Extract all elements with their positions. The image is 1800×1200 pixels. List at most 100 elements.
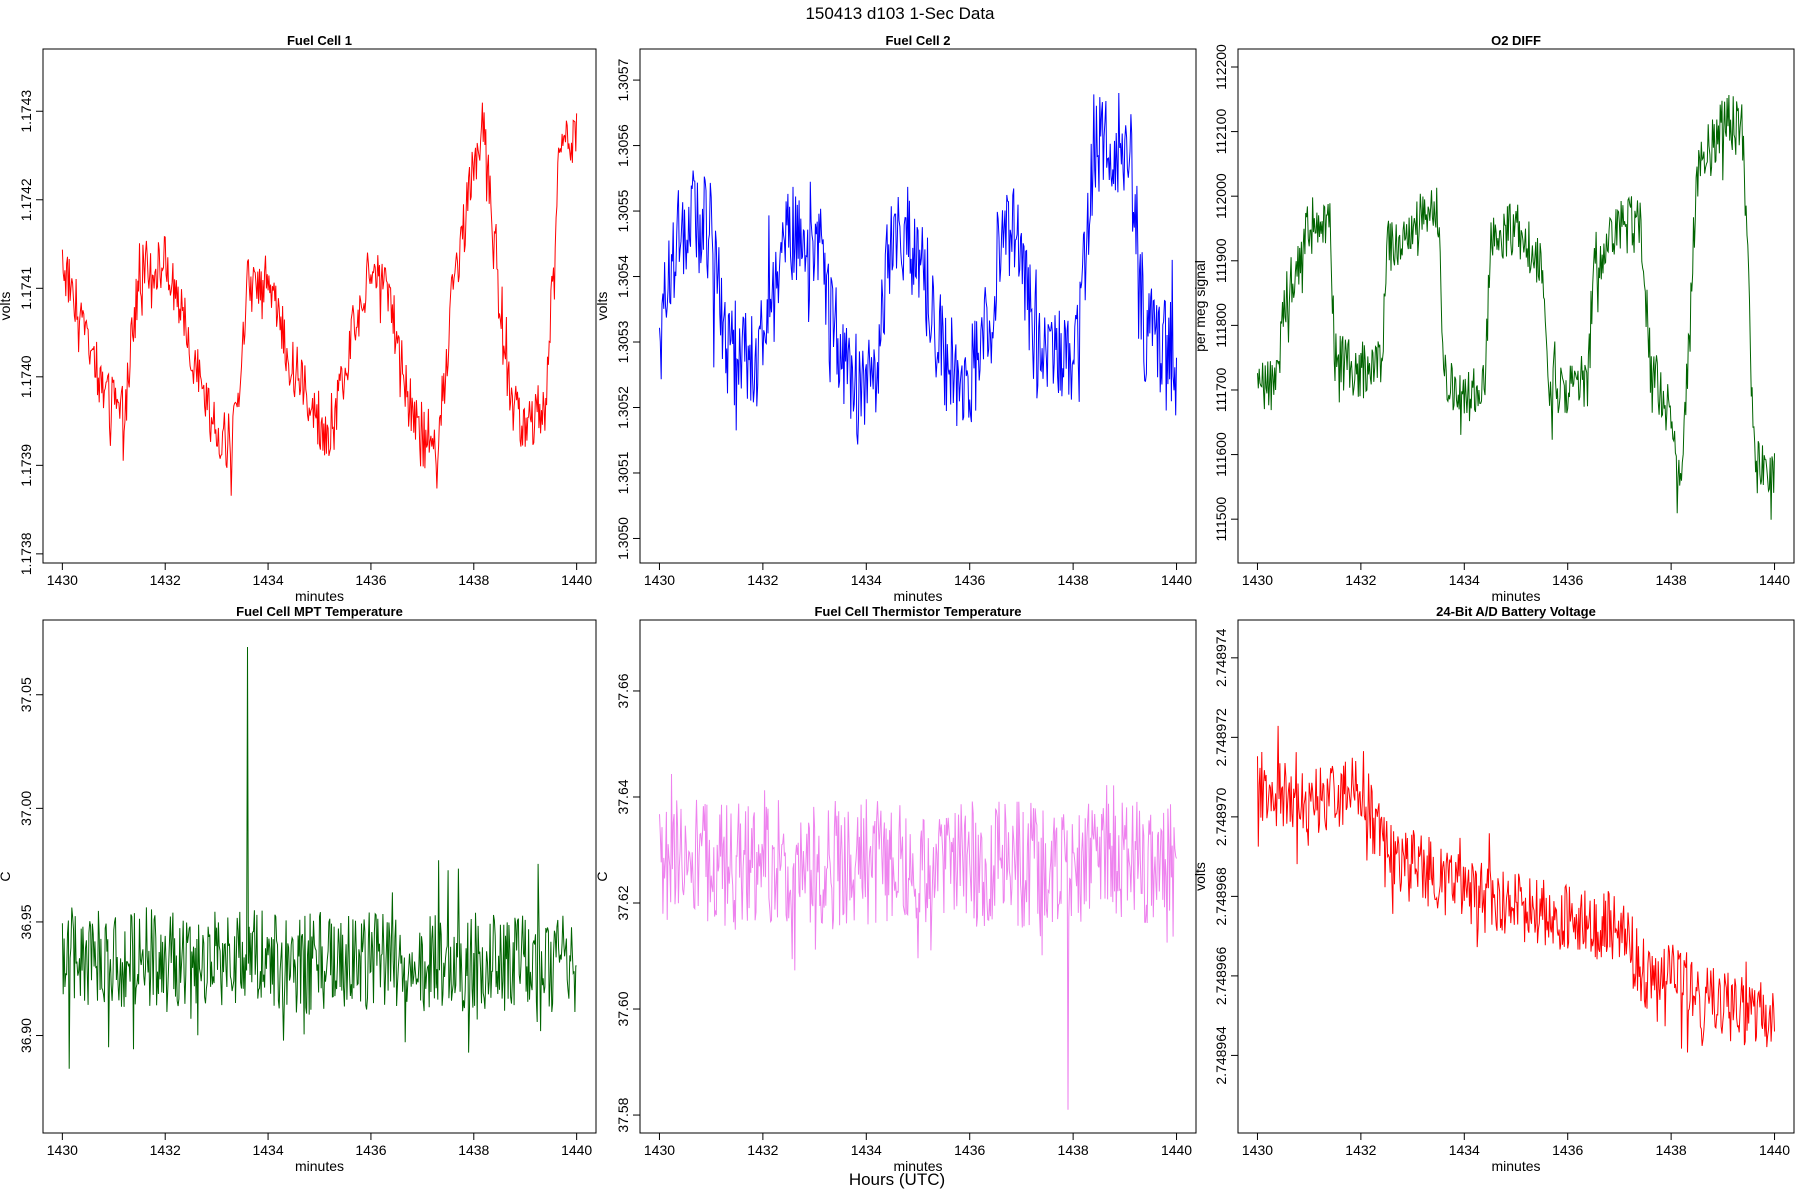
chart-panel-6: 24-Bit A/D Battery Voltage minutes volts 14…: [1192, 604, 1795, 1174]
y-tick-label: 112000: [1213, 173, 1229, 219]
x-tick-label: 1430: [1242, 572, 1273, 588]
y-tick-label: 1.3054: [615, 255, 631, 298]
x-tick-label: 1434: [851, 1142, 882, 1158]
chart-panel-2: Fuel Cell 2 minutes volts 1430 1432 1434 1436 1…: [594, 33, 1197, 604]
y-tick-label: 37.60: [615, 991, 631, 1026]
y-tick-label: 37.66: [615, 673, 631, 708]
plot-frame: [639, 48, 1197, 564]
y-tick-label: 112200: [1213, 44, 1229, 90]
x-tick-label: 1436: [355, 1142, 386, 1158]
x-tick-label: 1440: [1161, 1142, 1192, 1158]
x-tick-label: 1432: [150, 1142, 181, 1158]
x-tick-label: 1430: [644, 1142, 675, 1158]
x-tick-label: 1434: [1449, 1142, 1480, 1158]
figure-title: 150413 d103 1-Sec Data: [805, 4, 995, 23]
x-tick-label: 1438: [1656, 572, 1687, 588]
y-tick-label: 37.05: [18, 677, 34, 712]
y-axis-label: C: [0, 871, 13, 881]
chart-title: O2 DIFF: [1491, 33, 1541, 48]
y-tick-label: 1.3055: [615, 189, 631, 232]
y-tick-label: 1.1739: [18, 444, 34, 487]
x-tick-label: 1436: [355, 572, 386, 588]
chart-title: Fuel Cell MPT Temperature: [236, 604, 403, 619]
x-axis-label: minutes: [893, 588, 942, 604]
y-tick-label: 2.748966: [1213, 946, 1229, 1005]
x-axis-label: minutes: [295, 588, 344, 604]
y-tick-label: 2.748970: [1213, 787, 1229, 846]
x-tick-label: 1440: [561, 572, 592, 588]
y-axis-label: volts: [0, 292, 13, 321]
y-tick-label: 2.748972: [1213, 708, 1229, 767]
y-tick-label: 1.1738: [18, 532, 34, 575]
chart-title: 24-Bit A/D Battery Voltage: [1436, 604, 1596, 619]
x-tick-label: 1438: [1656, 1142, 1687, 1158]
plot-frame: [639, 619, 1197, 1134]
series-line: [1257, 94, 1775, 520]
x-tick-label: 1438: [458, 572, 489, 588]
x-tick-label: 1440: [1759, 1142, 1790, 1158]
series-line: [1257, 725, 1775, 1053]
x-tick-label: 1438: [1058, 572, 1089, 588]
y-axis-label: per meg signal: [1192, 260, 1208, 352]
chart-panel-1: Fuel Cell 1 minutes volts 1430 1432 1434 1436 1…: [0, 33, 597, 604]
x-tick-label: 1430: [47, 572, 78, 588]
x-tick-label: 1438: [458, 1142, 489, 1158]
y-tick-label: 1.3051: [615, 451, 631, 494]
x-tick-label: 1430: [1242, 1142, 1273, 1158]
y-tick-label: 36.90: [18, 1018, 34, 1053]
x-axis-label: minutes: [1491, 588, 1540, 604]
x-tick-label: 1432: [1345, 572, 1376, 588]
y-tick-label: 1.3053: [615, 320, 631, 363]
series-line: [61, 102, 578, 496]
y-tick-label: 1.1743: [18, 90, 34, 133]
x-tick-label: 1430: [644, 572, 675, 588]
y-tick-label: 1.1741: [18, 267, 34, 310]
x-tick-label: 1440: [1161, 572, 1192, 588]
y-tick-label: 1.3057: [615, 58, 631, 101]
y-tick-label: 37.58: [615, 1097, 631, 1132]
y-tick-label: 111600: [1213, 432, 1229, 477]
x-tick-label: 1432: [747, 1142, 778, 1158]
chart-panel-5: Fuel Cell Thermistor Temperature minutes C…: [594, 604, 1197, 1174]
y-tick-label: 111900: [1213, 238, 1229, 283]
y-tick-label: 37.62: [615, 885, 631, 920]
x-tick-label: 1434: [252, 572, 283, 588]
series-line: [659, 92, 1177, 445]
y-tick-label: 2.748968: [1213, 867, 1229, 926]
x-tick-label: 1436: [1552, 572, 1583, 588]
x-tick-label: 1436: [954, 1142, 985, 1158]
y-tick-label: 111500: [1213, 497, 1229, 542]
y-tick-label: 1.3050: [615, 517, 631, 560]
x-tick-label: 1432: [150, 572, 181, 588]
x-tick-label: 1432: [747, 572, 778, 588]
x-tick-label: 1434: [1449, 572, 1480, 588]
y-tick-label: 1.3056: [615, 124, 631, 167]
y-axis-label: volts: [594, 292, 610, 321]
x-tick-label: 1436: [1552, 1142, 1583, 1158]
plot-frame: [42, 619, 597, 1134]
x-tick-label: 1440: [561, 1142, 592, 1158]
x-axis-label: minutes: [295, 1158, 344, 1174]
y-tick-label: 112100: [1213, 109, 1229, 155]
plot-frame: [1237, 48, 1795, 564]
chart-panel-4: Fuel Cell MPT Temperature minutes C 1430 143…: [0, 604, 597, 1174]
y-axis-label: C: [594, 871, 610, 881]
y-axis-label: volts: [1192, 862, 1208, 891]
x-tick-label: 1434: [252, 1142, 283, 1158]
chart-panels: Fuel Cell 1 minutes volts 1430 1432 1434 1436 1…: [0, 33, 1795, 1174]
series-line: [61, 646, 577, 1069]
y-tick-label: 2.748974: [1213, 628, 1229, 687]
chart-title: Fuel Cell Thermistor Temperature: [814, 604, 1021, 619]
x-tick-label: 1440: [1759, 572, 1790, 588]
x-axis-label: minutes: [893, 1158, 942, 1174]
x-tick-label: 1436: [954, 572, 985, 588]
x-tick-label: 1438: [1058, 1142, 1089, 1158]
plot-frame: [1237, 619, 1795, 1134]
y-tick-label: 111800: [1213, 303, 1229, 348]
y-tick-label: 2.748964: [1213, 1026, 1229, 1085]
y-tick-label: 1.1740: [18, 355, 34, 398]
y-tick-label: 1.1742: [18, 178, 34, 221]
chart-panel-3: O2 DIFF minutes per meg signal 1430 1432 1434…: [1192, 33, 1795, 604]
y-tick-label: 37.64: [615, 779, 631, 814]
